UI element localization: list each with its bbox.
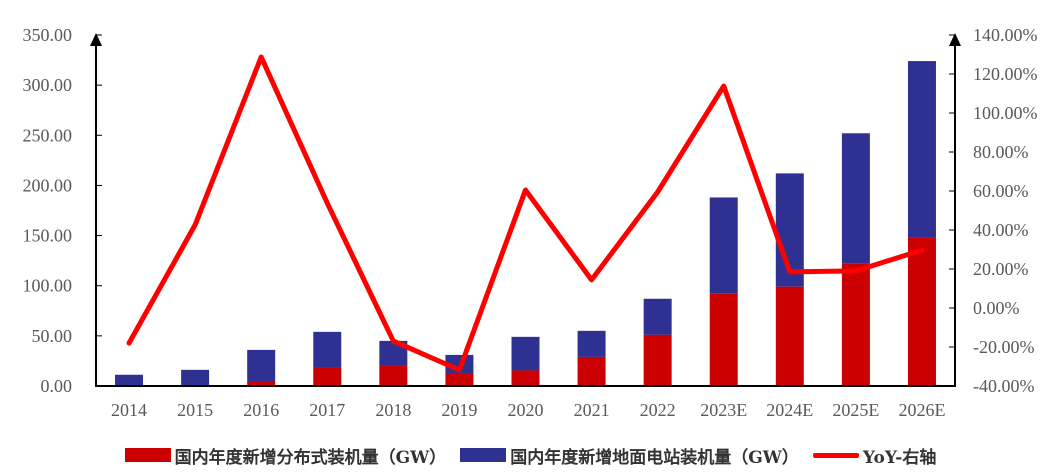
left-tick-label: 0.00 xyxy=(41,376,73,396)
right-axis-arrow-icon xyxy=(949,33,961,46)
bar-distributed xyxy=(709,293,738,386)
right-tick-label: 120.00% xyxy=(973,64,1038,84)
right-tick-label: -40.00% xyxy=(973,376,1035,396)
right-tick-label: 60.00% xyxy=(973,181,1029,201)
bar-ground xyxy=(841,133,870,264)
right-axis-ticks: -40.00% -20.00% 0.00% 20.00% 40.00% 60.00% 80.… xyxy=(949,25,1038,396)
stacked-bars xyxy=(115,61,936,386)
legend-label: YoY-右轴 xyxy=(862,447,937,468)
x-tick-label: 2020 xyxy=(508,400,544,420)
left-tick-label: 300.00 xyxy=(23,75,73,95)
right-tick-label: 140.00% xyxy=(973,25,1038,45)
x-tick-label: 2018 xyxy=(375,400,411,420)
x-tick-label: 2026E xyxy=(898,400,945,420)
bar-distributed xyxy=(445,373,474,386)
left-tick-label: 250.00 xyxy=(23,125,73,145)
right-tick-label: 0.00% xyxy=(973,298,1020,318)
x-tick-label: 2016 xyxy=(243,400,279,420)
x-tick-label: 2023E xyxy=(700,400,747,420)
yoy-line xyxy=(126,54,925,373)
legend-item-ground: 国内年度新增地面电站装机量（GW） xyxy=(460,443,799,468)
right-tick-label: -20.00% xyxy=(973,337,1035,357)
x-tick-label: 2024E xyxy=(766,400,813,420)
bar-distributed xyxy=(841,263,870,386)
x-tick-label: 2019 xyxy=(441,400,477,420)
x-tick-label: 2017 xyxy=(309,400,345,420)
x-tick-label: 2014 xyxy=(111,400,147,420)
left-tick-label: 150.00 xyxy=(23,226,73,246)
bar-ground xyxy=(511,336,540,371)
right-tick-label: 20.00% xyxy=(973,259,1029,279)
x-tick-label: 2015 xyxy=(177,400,213,420)
bar-ground xyxy=(907,61,936,238)
right-tick-label: 100.00% xyxy=(973,103,1038,123)
bar-distributed xyxy=(247,381,276,386)
bar-distributed xyxy=(577,356,606,386)
bar-ground xyxy=(115,374,144,386)
bar-distributed xyxy=(511,370,540,386)
legend-label: 国内年度新增地面电站装机量（GW） xyxy=(510,447,799,468)
bar-distributed xyxy=(313,367,342,386)
bar-ground xyxy=(643,298,672,335)
bar-ground xyxy=(313,331,342,368)
bar-ground xyxy=(709,197,738,294)
bar-distributed xyxy=(379,365,408,386)
chart-canvas: 0.00 50.00 100.00 150.00 200.00 250.00 300.00 3… xyxy=(23,25,1038,420)
left-axis-ticks: 0.00 50.00 100.00 150.00 200.00 250.00 300.00 3… xyxy=(23,25,102,396)
bar-ground xyxy=(181,369,210,386)
bar-ground xyxy=(247,349,276,382)
bar-ground xyxy=(577,330,606,357)
legend-item-distributed: 国内年度新增分布式装机量（GW） xyxy=(124,443,447,468)
left-tick-label: 50.00 xyxy=(32,326,73,346)
right-tick-label: 80.00% xyxy=(973,142,1029,162)
x-tick-label: 2021 xyxy=(574,400,610,420)
legend-swatch-blue xyxy=(460,448,507,462)
right-tick-label: 40.00% xyxy=(973,220,1029,240)
left-axis-arrow-icon xyxy=(90,33,102,46)
legend: 国内年度新增分布式装机量（GW） 国内年度新增地面电站装机量（GW） YoY-右… xyxy=(0,440,1061,470)
legend-swatch-red xyxy=(124,448,171,462)
legend-item-yoy: YoY-右轴 xyxy=(812,443,937,468)
legend-swatch-line xyxy=(812,452,859,458)
bar-distributed xyxy=(775,286,804,386)
x-axis-labels: 2014 2015 2016 2017 2018 2019 2020 2021 2022 2023… xyxy=(111,400,945,420)
left-tick-label: 100.00 xyxy=(23,276,73,296)
left-tick-label: 350.00 xyxy=(23,25,73,45)
x-tick-label: 2022 xyxy=(640,400,676,420)
left-tick-label: 200.00 xyxy=(23,175,73,195)
bar-distributed xyxy=(643,334,672,386)
x-tick-label: 2025E xyxy=(832,400,879,420)
legend-label: 国内年度新增分布式装机量（GW） xyxy=(174,447,447,468)
bar-distributed xyxy=(907,237,936,386)
